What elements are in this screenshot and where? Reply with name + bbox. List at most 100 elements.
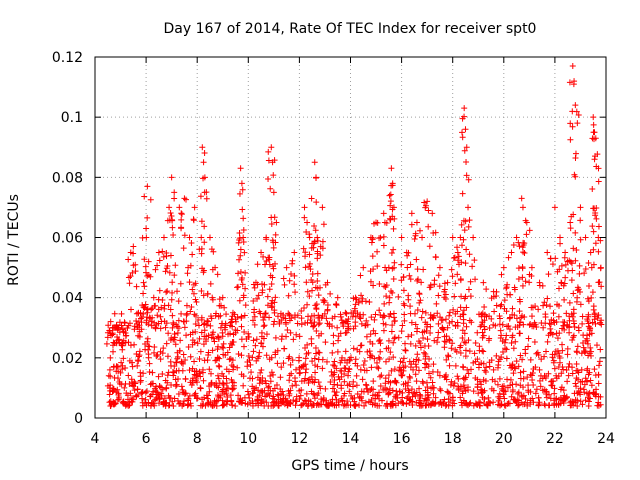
data-point [446, 336, 453, 343]
data-point [503, 285, 510, 292]
data-point [390, 225, 397, 232]
data-point [407, 340, 414, 347]
data-point [587, 325, 594, 332]
data-point [232, 402, 239, 409]
data-point [569, 370, 576, 377]
data-point [366, 348, 373, 355]
data-point [562, 249, 569, 256]
data-point [351, 305, 358, 312]
data-point [577, 236, 584, 243]
data-point [110, 348, 117, 355]
data-point [522, 395, 529, 402]
data-point [244, 401, 251, 408]
data-point [474, 402, 481, 409]
data-point [415, 276, 422, 283]
data-point [332, 301, 339, 308]
data-point [481, 303, 488, 310]
data-point [444, 279, 451, 286]
data-point [572, 380, 579, 387]
data-point [555, 400, 562, 407]
data-point [444, 388, 451, 395]
data-point [398, 372, 405, 379]
data-point [300, 245, 307, 252]
data-point [498, 301, 505, 308]
data-point [193, 395, 200, 402]
data-point [459, 115, 466, 122]
data-point [145, 321, 152, 328]
data-point [240, 343, 247, 350]
data-point [212, 357, 219, 364]
data-point [190, 290, 197, 297]
data-point [422, 319, 429, 326]
data-point [141, 256, 148, 263]
data-point [515, 276, 522, 283]
data-point [569, 123, 576, 130]
data-point [479, 329, 486, 336]
data-point [519, 274, 526, 281]
data-point [164, 353, 171, 360]
data-point [398, 234, 405, 241]
data-point [368, 314, 375, 321]
data-point [340, 392, 347, 399]
data-point [545, 402, 552, 409]
data-point [187, 353, 194, 360]
data-point [523, 219, 530, 226]
y-tick-label: 0.02 [52, 351, 83, 367]
data-point [396, 388, 403, 395]
data-point [303, 228, 310, 235]
data-point [160, 345, 167, 352]
data-point [265, 176, 272, 183]
data-point [306, 376, 313, 383]
data-point [513, 358, 520, 365]
data-point [168, 216, 175, 223]
data-point [158, 304, 165, 311]
data-point [189, 251, 196, 258]
data-point [518, 314, 525, 321]
data-point [341, 378, 348, 385]
data-point [216, 363, 223, 370]
data-point [287, 329, 294, 336]
data-point [553, 330, 560, 337]
data-point [535, 351, 542, 358]
data-point [280, 399, 287, 406]
data-point [574, 343, 581, 350]
data-point [584, 365, 591, 372]
data-point [513, 399, 520, 406]
data-point [459, 334, 466, 341]
data-point [576, 262, 583, 269]
data-point [411, 389, 418, 396]
data-point [315, 332, 322, 339]
data-point [302, 264, 309, 271]
data-point [401, 311, 408, 318]
data-point [237, 252, 244, 259]
data-point [389, 265, 396, 272]
data-point [299, 401, 306, 408]
data-point [368, 364, 375, 371]
data-point [422, 309, 429, 316]
data-point [409, 398, 416, 405]
data-point [377, 340, 384, 347]
data-point [577, 204, 584, 211]
data-point [107, 354, 114, 361]
data-point [329, 385, 336, 392]
data-point [344, 382, 351, 389]
data-point [263, 399, 270, 406]
data-point [145, 258, 152, 265]
data-point [595, 248, 602, 255]
data-point [302, 345, 309, 352]
data-point [302, 320, 309, 327]
data-point [216, 296, 223, 303]
data-point [482, 377, 489, 384]
data-point [206, 366, 213, 373]
axis-ticks: 4 6 8 10 12 14 16 18 20 22 2400.020.040.060.080.10… [52, 50, 615, 447]
data-point [306, 293, 313, 300]
data-point [361, 367, 368, 374]
data-point [457, 342, 464, 349]
data-point [331, 402, 338, 409]
data-point [595, 380, 602, 387]
data-point [106, 366, 113, 373]
data-point [268, 214, 275, 221]
data-point [201, 223, 208, 230]
data-point [398, 398, 405, 405]
data-point [486, 399, 493, 406]
